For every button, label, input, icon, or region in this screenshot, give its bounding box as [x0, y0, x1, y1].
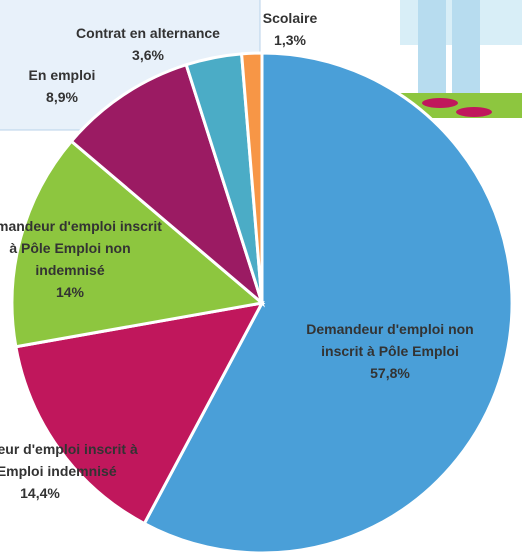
category-label: Demandeur d'emploi inscrit à Pôle Emploi…: [0, 215, 165, 281]
value-label: 8,9%: [0, 86, 162, 108]
page: Demandeur d'emploi non inscrit à Pôle Em…: [0, 0, 522, 553]
category-label: En emploi: [0, 64, 162, 86]
category-label: Demandeur d'emploi inscrit à Pôle Emploi…: [0, 438, 140, 482]
value-label: 14%: [0, 281, 165, 303]
slice-label: Demandeur d'emploi inscrit à Pôle Emploi…: [0, 438, 140, 504]
value-label: 57,8%: [285, 362, 495, 384]
category-label: Scolaire: [240, 7, 340, 29]
value-label: 3,6%: [48, 44, 248, 66]
slice-label: Demandeur d'emploi non inscrit à Pôle Em…: [285, 318, 495, 384]
value-label: 14,4%: [0, 482, 140, 504]
slice-label: Demandeur d'emploi inscrit à Pôle Emploi…: [0, 215, 165, 303]
category-label: Demandeur d'emploi non inscrit à Pôle Em…: [285, 318, 495, 362]
category-label: Contrat en alternance: [48, 22, 248, 44]
value-label: 1,3%: [240, 29, 340, 51]
